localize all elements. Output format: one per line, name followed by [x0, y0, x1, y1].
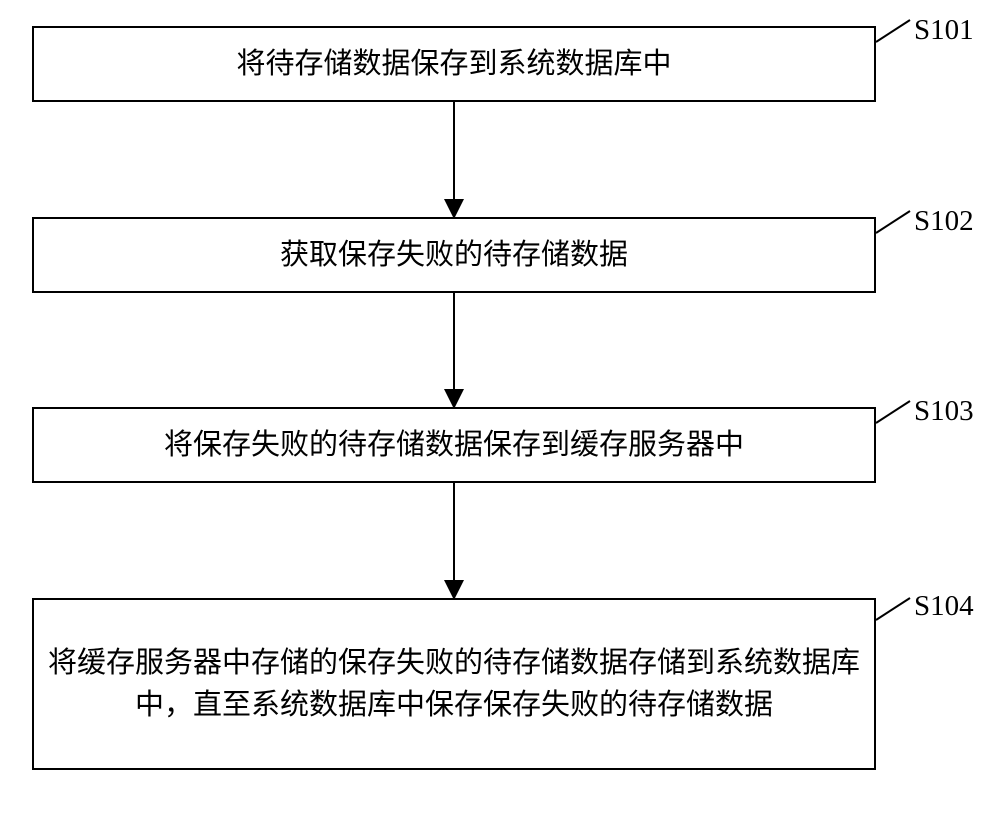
- step-label-text: S102: [914, 205, 974, 237]
- flow-node-s103: 将保存失败的待存储数据保存到缓存服务器中: [32, 407, 876, 483]
- step-label-s102: S102: [914, 205, 974, 238]
- flow-node-text: 将保存失败的待存储数据保存到缓存服务器中: [164, 424, 744, 466]
- step-label-text: S101: [914, 14, 974, 46]
- step-label-s101: S101: [914, 14, 974, 47]
- flow-node-text: 获取保存失败的待存储数据: [280, 234, 628, 276]
- step-label-text: S104: [914, 590, 974, 622]
- flow-node-s104: 将缓存服务器中存储的保存失败的待存储数据存储到系统数据库中，直至系统数据库中保存…: [32, 598, 876, 770]
- leader-s101: [876, 20, 910, 42]
- flow-node-s102: 获取保存失败的待存储数据: [32, 217, 876, 293]
- step-label-s103: S103: [914, 395, 974, 428]
- flow-node-text: 将待存储数据保存到系统数据库中: [236, 43, 671, 85]
- step-label-text: S103: [914, 395, 974, 427]
- flow-node-s101: 将待存储数据保存到系统数据库中: [32, 26, 876, 102]
- flowchart-canvas: 将待存储数据保存到系统数据库中 获取保存失败的待存储数据 将保存失败的待存储数据…: [0, 0, 1000, 838]
- flow-node-text: 将缓存服务器中存储的保存失败的待存储数据存储到系统数据库中，直至系统数据库中保存…: [48, 642, 860, 726]
- leader-s102: [876, 211, 910, 233]
- leader-s104: [876, 598, 910, 620]
- step-label-s104: S104: [914, 590, 974, 623]
- leader-s103: [876, 401, 910, 423]
